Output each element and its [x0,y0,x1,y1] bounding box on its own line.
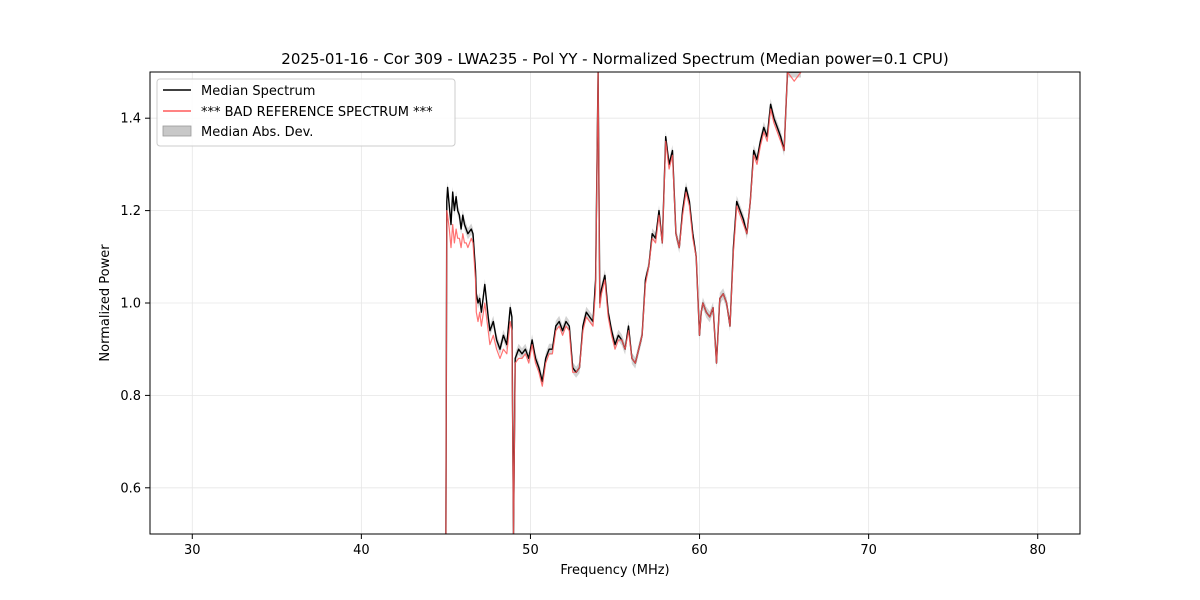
x-axis-label: Frequency (MHz) [560,563,669,578]
chart-title: 2025-01-16 - Cor 309 - LWA235 - Pol YY -… [281,50,948,68]
y-axis: 0.6 0.8 1.0 1.2 1.4 [120,112,150,496]
y-tick-label: 1.4 [120,112,141,127]
y-axis-label: Normalized Power [98,244,113,362]
x-tick-label: 80 [1029,543,1046,558]
x-tick-label: 30 [184,543,201,558]
grid [150,72,1080,534]
y-tick-label: 0.6 [120,481,141,496]
y-tick-label: 1.0 [120,297,141,312]
series-layer [445,72,802,534]
x-tick-label: 70 [860,543,877,558]
legend-swatch-mad [162,125,192,137]
legend-box [156,78,456,147]
x-tick-label: 60 [691,543,708,558]
legend-label-median: Median Spectrum [201,84,315,99]
legend-label-mad: Median Abs. Dev. [201,125,313,140]
x-tick-label: 50 [522,543,539,558]
x-axis: 30 40 50 60 70 80 [184,534,1046,558]
y-tick-label: 1.2 [120,204,141,219]
x-tick-label: 40 [353,543,370,558]
bad-reference-spectrum-line [445,72,802,534]
y-tick-label: 0.8 [120,389,141,404]
legend: Median Spectrum *** BAD REFERENCE SPECTR… [156,78,456,147]
legend-label-bad-reference: *** BAD REFERENCE SPECTRUM *** [201,105,433,120]
